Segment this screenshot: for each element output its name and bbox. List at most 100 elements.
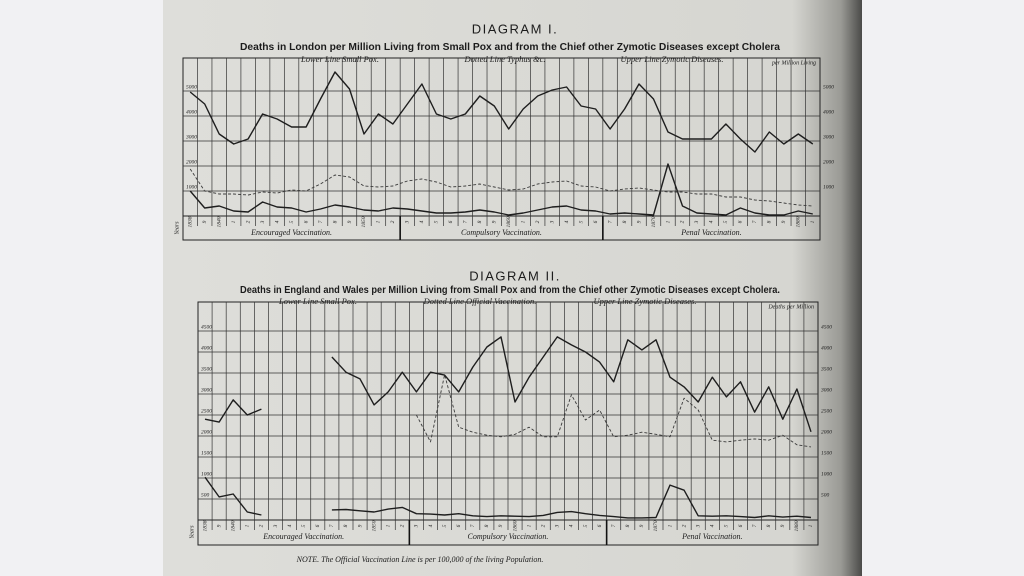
x-tick-label: 1 [810,220,816,223]
y-axis-label: Deaths per Million [767,304,814,310]
x-tick-label: 2 [245,220,251,223]
y2-tick-label: 5000 [823,84,834,90]
x-tick-label: 1880 [794,520,800,531]
x-tick-label: 1850 [371,520,377,531]
y2-tick-label: 4000 [823,108,834,115]
y2-tick-label: 3000 [820,387,832,393]
y-tick-label: 3000 [185,134,197,140]
x-tick-label: 7 [607,220,613,223]
x-tick-label: 5 [289,220,295,223]
x-tick-label: 1860 [512,520,518,531]
x-tick-label: 1860 [506,216,512,227]
x-tick-label: 8 [332,220,338,223]
x-tick-label: 3 [273,524,279,528]
x-tick-label: 1840 [229,520,236,531]
x-axis-label: Years [189,525,195,539]
x-tick-label: 7 [752,220,758,223]
x-tick-label: 3 [695,524,701,528]
x-tick-label: 8 [622,220,628,223]
x-tick-label: 6 [597,524,603,527]
data-line [189,168,813,207]
x-tick-label: 2 [680,220,686,223]
x-tick-label: 7 [318,220,324,223]
x-tick-label: 3 [260,220,266,224]
x-tick-label: 9 [202,220,208,223]
x-tick-label: 1 [245,524,251,527]
note: NOTE. The Official Vaccination Line is p… [296,555,544,564]
period-label: Encouraged Vaccination. [262,532,344,541]
y2-tick-label: 3500 [820,366,832,372]
y-tick-label: 2000 [186,159,197,165]
period-label: Encouraged Vaccination. [250,228,332,237]
x-tick-label: 4 [568,524,575,527]
x-tick-label: 4 [563,220,570,223]
y-tick-label: 5000 [186,84,197,90]
x-axis-label: Years [174,221,180,235]
x-tick-label: 9 [492,220,498,223]
x-tick-label: 7 [752,524,758,527]
x-tick-label: 6 [593,220,599,223]
x-tick-label: 3 [414,524,420,528]
x-tick-label: 4 [273,220,280,223]
y-tick-label: 1500 [201,450,212,456]
x-tick-label: 2 [259,524,265,527]
y-tick-label: 1000 [186,184,197,190]
x-tick-label: 8 [477,220,483,223]
x-tick-label: 1870 [653,520,659,531]
chart: DIAGRAM II.Deaths in England and Wales p… [189,268,832,546]
x-tick-label: 8 [343,524,349,527]
x-tick-label: 1838 [188,216,194,227]
y-tick-label: 4500 [201,323,212,330]
x-tick-label: 3 [694,220,700,224]
y2-tick-label: 1500 [821,450,832,456]
y2-tick-label: 1000 [823,184,834,190]
x-tick-label: 7 [329,524,335,527]
scan-page [163,0,862,576]
y2-tick-label: 2500 [821,408,832,414]
x-tick-label: 2 [540,524,546,527]
y-tick-label: 4000 [186,108,197,115]
x-tick-label: 1850 [361,216,367,227]
data-line [189,71,814,153]
x-tick-label: 7 [470,524,476,527]
x-tick-label: 9 [639,524,645,527]
x-tick-label: 9 [636,220,642,223]
x-tick-label: 2 [400,524,406,527]
legend-entry: Dotted Line Typhus &c. [463,54,545,64]
x-tick-label: 2 [535,220,541,223]
x-tick-label: 5 [434,220,440,223]
period-label: Compulsory Vaccination. [468,532,549,541]
legend-entry: Upper Line Zymotic Diseases. [621,54,724,64]
x-tick-label: 4 [708,220,715,223]
y2-tick-label: 2000 [823,159,834,165]
x-tick-label: 9 [780,524,786,527]
x-tick-label: 8 [625,524,631,527]
period-label: Penal Vaccination. [681,532,742,541]
y2-tick-label: 4500 [821,323,832,330]
x-tick-label: 6 [738,220,744,223]
y-tick-label: 4000 [201,344,212,351]
x-tick-label: 6 [303,220,309,223]
data-line [204,476,812,519]
x-tick-label: 1 [526,524,532,527]
x-tick-label: 7 [611,524,617,527]
x-tick-label: 4 [427,524,434,527]
period-label: Penal Vaccination. [680,228,741,237]
x-tick-label: 5 [724,524,730,527]
x-tick-label: 5 [442,524,448,527]
x-tick-label: 3 [405,220,411,224]
x-tick-label: 5 [583,524,589,527]
data-line [204,336,812,433]
y-tick-label: 2000 [201,429,212,435]
x-tick-label: 6 [738,524,744,527]
x-tick-label: 6 [448,220,454,223]
x-tick-label: 1 [231,220,237,223]
x-tick-label: 4 [418,220,425,223]
x-tick-label: 6 [456,524,462,527]
chart-title: DIAGRAM II. [469,268,561,283]
x-tick-label: 2 [390,220,396,223]
x-tick-label: 5 [723,220,729,223]
legend-entry: Dotted Line Official Vaccination. [423,296,537,306]
legend-entry: Upper Line Zymotic Diseases. [594,296,697,306]
